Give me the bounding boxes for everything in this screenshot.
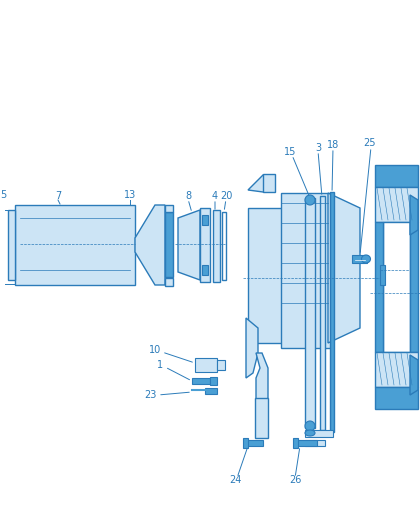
Polygon shape (135, 205, 165, 285)
Ellipse shape (305, 195, 315, 205)
Text: 20: 20 (220, 191, 232, 201)
Text: 5: 5 (0, 190, 6, 200)
Text: 23: 23 (144, 390, 156, 400)
Text: 10: 10 (149, 345, 161, 355)
Bar (243, 438, 248, 448)
Bar (330, 192, 334, 432)
Polygon shape (256, 353, 268, 403)
Bar (195, 358, 217, 372)
Ellipse shape (362, 255, 370, 263)
Bar (165, 205, 173, 212)
Text: 24: 24 (229, 475, 241, 485)
Bar (352, 255, 367, 263)
Bar (375, 187, 418, 222)
Bar (8, 210, 15, 280)
Bar (375, 352, 418, 387)
Text: 25: 25 (364, 138, 376, 148)
Bar (320, 196, 325, 430)
Bar (248, 208, 283, 343)
Bar (375, 165, 418, 187)
Bar (375, 222, 383, 352)
Text: 18: 18 (327, 140, 339, 150)
Text: 26: 26 (289, 475, 301, 485)
Bar (15, 205, 135, 285)
Bar (281, 193, 331, 348)
Polygon shape (328, 193, 360, 343)
Text: 1: 1 (157, 360, 163, 370)
Bar (305, 430, 333, 437)
Bar (245, 440, 263, 446)
Polygon shape (178, 210, 200, 280)
Polygon shape (410, 195, 418, 235)
Text: 3: 3 (315, 143, 321, 153)
Bar (383, 222, 410, 352)
Text: 7: 7 (55, 191, 61, 201)
Bar (305, 440, 325, 446)
Bar (202, 265, 208, 275)
Text: 4: 4 (212, 191, 218, 201)
Bar (255, 398, 268, 438)
Bar (410, 222, 418, 352)
Bar (222, 212, 226, 280)
Bar (165, 278, 173, 286)
Polygon shape (410, 355, 418, 395)
Bar (205, 388, 217, 394)
Bar (165, 212, 173, 277)
Bar (305, 198, 315, 428)
Bar (192, 378, 210, 384)
Bar (213, 210, 220, 282)
Ellipse shape (305, 421, 315, 431)
Text: 8: 8 (185, 191, 191, 201)
Bar (200, 208, 210, 282)
Text: 15: 15 (284, 147, 296, 157)
Bar (380, 265, 385, 285)
Bar (210, 377, 217, 385)
Bar (217, 360, 225, 370)
Bar (375, 387, 418, 409)
Bar (295, 440, 317, 446)
Bar (293, 438, 298, 448)
Polygon shape (246, 318, 258, 378)
Bar (202, 215, 208, 225)
Ellipse shape (305, 430, 315, 436)
Polygon shape (248, 175, 275, 192)
Text: 13: 13 (124, 190, 136, 200)
Bar (263, 174, 275, 192)
